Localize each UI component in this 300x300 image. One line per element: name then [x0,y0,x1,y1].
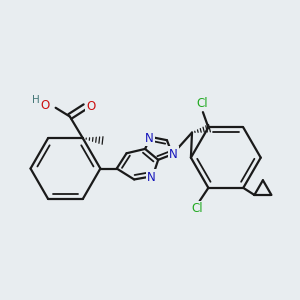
Text: Cl: Cl [192,202,203,215]
Text: N: N [145,131,154,145]
Text: N: N [147,171,156,184]
Text: H: H [32,95,40,105]
Text: O: O [40,99,50,112]
Text: O: O [86,100,95,113]
Text: Cl: Cl [196,97,208,110]
Text: N: N [169,148,178,161]
